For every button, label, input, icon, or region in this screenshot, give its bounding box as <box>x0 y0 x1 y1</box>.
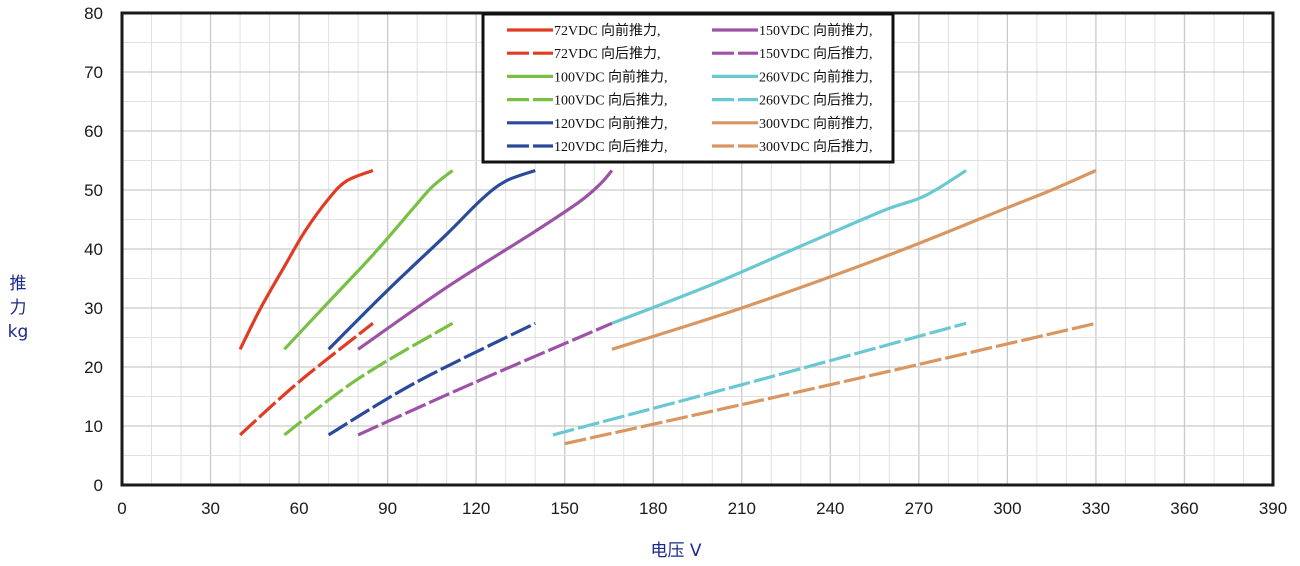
y-tick-label: 10 <box>84 417 103 436</box>
legend-label: 260VDC 向后推力, <box>759 93 873 109</box>
y-tick-label: 0 <box>94 476 103 495</box>
legend: 72VDC 向前推力, 72VDC 向后推力, 100VDC 向前推力, 100VDC… <box>481 12 895 164</box>
series-line-8 <box>357 321 613 437</box>
series-line-4 <box>283 321 454 437</box>
y-tick-label: 30 <box>84 299 103 318</box>
y-tick-label: 40 <box>84 240 103 259</box>
legend-box <box>481 12 895 164</box>
x-tick-label: 300 <box>993 499 1021 518</box>
legend-label: 260VDC 向前推力, <box>759 68 873 85</box>
x-tick-label: 0 <box>117 499 126 518</box>
series-line-12 <box>564 321 1097 446</box>
y-tick-label: 70 <box>84 63 103 82</box>
x-tick-label: 150 <box>551 499 579 518</box>
x-tick-label: 120 <box>462 499 490 518</box>
y-axis-label-line-1: 推 <box>10 274 27 294</box>
series-line-11 <box>611 169 1097 351</box>
x-tick-label: 270 <box>905 499 933 518</box>
y-tick-label: 50 <box>84 181 103 200</box>
y-tick-label: 20 <box>84 358 103 377</box>
legend-label: 120VDC 向后推力, <box>554 139 668 155</box>
legend-label: 100VDC 向后推力, <box>554 93 668 109</box>
series-line-3 <box>283 169 454 351</box>
y-tick-labels: 0 10 20 30 40 50 60 70 80 <box>84 4 103 495</box>
y-tick-label: 60 <box>84 122 103 141</box>
legend-label: 150VDC 向后推力, <box>759 46 873 62</box>
series-line-5 <box>327 168 536 351</box>
x-tick-label: 330 <box>1082 499 1110 518</box>
x-tick-label: 60 <box>290 499 309 518</box>
series-line-1 <box>238 169 374 351</box>
y-tick-label: 80 <box>84 4 103 23</box>
legend-label: 120VDC 向前推力, <box>554 115 668 132</box>
x-tick-label: 240 <box>816 499 844 518</box>
x-tick-label: 210 <box>728 499 756 518</box>
legend-label: 150VDC 向前推力, <box>759 22 873 39</box>
x-tick-labels: 0 30 60 90 120 150 180 210 240 270 300 330 360 390 <box>117 499 1287 518</box>
legend-label: 72VDC 向后推力, <box>554 46 661 62</box>
x-tick-label: 30 <box>201 499 220 518</box>
x-tick-label: 360 <box>1170 499 1198 518</box>
y-axis-label-line-2: 力 <box>10 298 27 318</box>
grid <box>121 12 1274 486</box>
legend-label: 300VDC 向前推力, <box>759 115 873 132</box>
x-axis-label: 电压 V <box>650 541 701 561</box>
series-lines <box>238 168 1097 446</box>
series-line-7 <box>357 169 614 351</box>
series-line-9 <box>611 169 967 325</box>
legend-label: 100VDC 向前推力, <box>554 68 668 85</box>
legend-label: 300VDC 向后推力, <box>759 139 873 155</box>
x-tick-label: 180 <box>639 499 667 518</box>
legend-label: 72VDC 向前推力, <box>554 22 661 39</box>
y-axis-label-line-3: kg <box>8 322 29 342</box>
x-tick-label: 90 <box>378 499 397 518</box>
x-tick-label: 390 <box>1259 499 1287 518</box>
series-line-10 <box>552 321 967 437</box>
series-line-2 <box>239 322 374 437</box>
